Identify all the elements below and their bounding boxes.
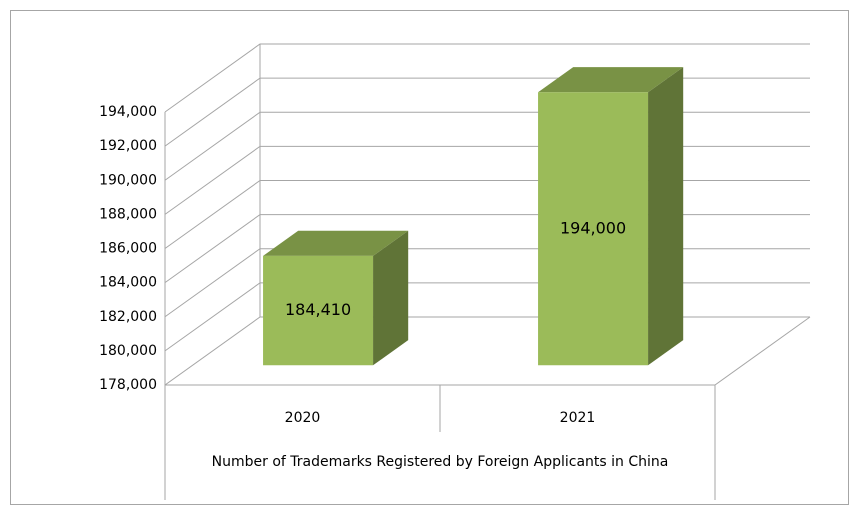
y-tick-label: 186,000	[99, 241, 157, 257]
chart-border	[10, 10, 849, 505]
bar-side	[373, 230, 409, 366]
bar	[538, 67, 684, 366]
y-tick-label: 190,000	[99, 172, 157, 188]
bar-front	[538, 92, 649, 366]
y-tick-label: 178,000	[99, 377, 157, 393]
y-tick-label: 180,000	[99, 343, 157, 359]
y-tick-label: 184,000	[99, 275, 157, 291]
y-tick-label: 182,000	[99, 309, 157, 325]
y-tick-label: 188,000	[99, 206, 157, 222]
bar-side	[648, 67, 684, 366]
bar	[263, 230, 409, 366]
bar-top	[538, 67, 684, 93]
x-tick-label: 2020	[285, 410, 321, 426]
floor-edge	[714, 316, 811, 386]
y-tick-label: 194,000	[99, 104, 157, 120]
x-axis-title: Number of Trademarks Registered by Forei…	[211, 454, 669, 470]
grid-line	[164, 43, 810, 113]
x-axis-title-box: Number of Trademarks Registered by Forei…	[211, 454, 669, 470]
y-tick-label: 192,000	[99, 138, 157, 154]
bar-front	[263, 255, 374, 366]
value-label: 184,410	[285, 300, 351, 319]
bar-top	[263, 230, 409, 256]
x-tick-label: 2021	[560, 410, 596, 426]
value-label: 194,000	[560, 218, 626, 237]
